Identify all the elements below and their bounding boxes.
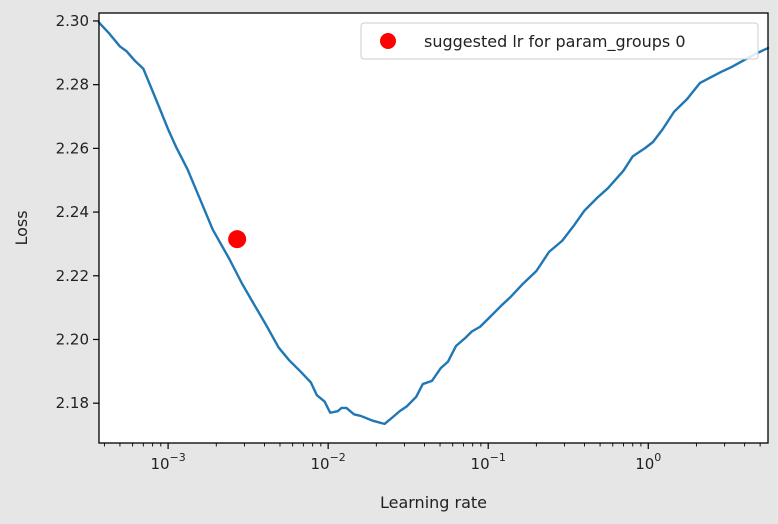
x-tick-label: 100 xyxy=(635,451,661,473)
x-tick-label: 10−1 xyxy=(471,451,506,473)
y-tick-label: 2.18 xyxy=(56,394,89,412)
suggested-lr-marker xyxy=(228,230,247,249)
y-tick-label: 2.22 xyxy=(56,267,89,285)
plot-area xyxy=(99,13,768,443)
y-axis-ticks: 2.18 2.20 2.22 2.24 2.26 2.28 2.30 xyxy=(56,12,99,412)
y-tick-label: 2.30 xyxy=(56,12,89,30)
legend-marker-icon xyxy=(380,33,396,49)
legend-box xyxy=(360,22,759,60)
loss-curve-line xyxy=(97,21,770,426)
y-tick-label: 2.28 xyxy=(56,76,89,94)
legend-label: suggested lr for param_groups 0 xyxy=(424,32,686,52)
y-tick-label: 2.24 xyxy=(56,203,89,221)
legend: suggested lr for param_groups 0 xyxy=(360,22,759,60)
y-tick-label: 2.26 xyxy=(56,139,89,157)
x-tick-label: 10−2 xyxy=(311,451,346,473)
x-axis-ticks: 10−3 10−2 10−1 100 xyxy=(150,443,661,473)
y-axis-label: Loss xyxy=(12,210,31,245)
plot-frame xyxy=(98,12,769,444)
x-tick-label: 10−3 xyxy=(150,451,185,473)
x-axis-label: Learning rate xyxy=(380,493,487,512)
y-tick-label: 2.20 xyxy=(56,330,89,348)
